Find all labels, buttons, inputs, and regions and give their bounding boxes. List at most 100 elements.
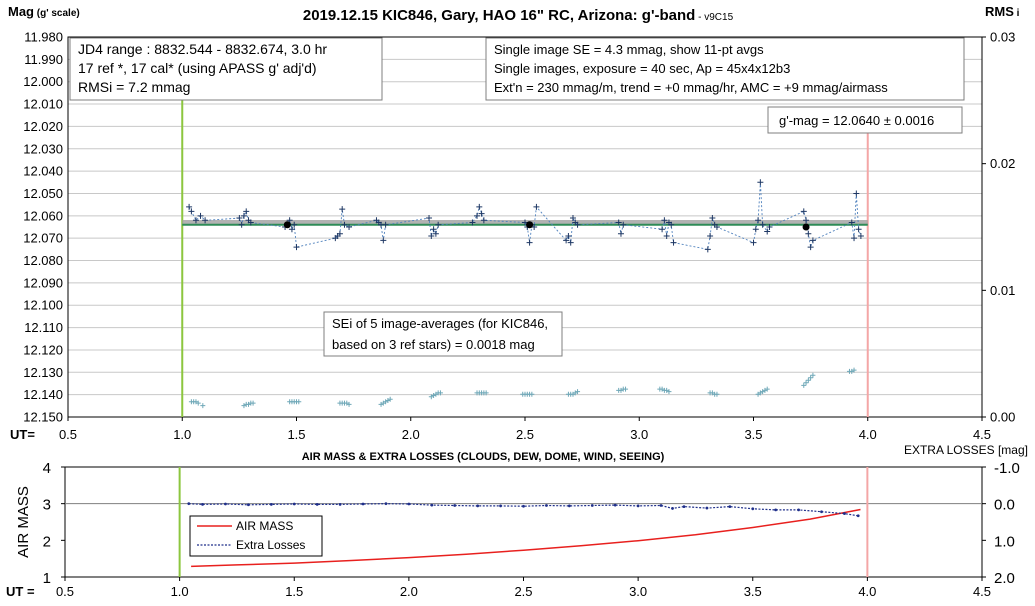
extra-losses-point [453, 504, 457, 507]
rms-point [437, 390, 443, 396]
annotation-gmag-frame [767, 106, 963, 134]
magnitude-point [663, 232, 670, 239]
extra-losses-point [613, 503, 617, 507]
magnitude-point [805, 230, 812, 237]
y-tick-label: 12.070 [23, 231, 63, 246]
magnitude-point [707, 232, 714, 239]
magnitude-point [469, 219, 476, 226]
airmass-series-line [191, 508, 861, 568]
magnitude-point [661, 217, 668, 224]
y2-tick-label: 0.01 [990, 283, 1015, 298]
annotation-image-info-line: Single image SE = 4.3 mmag, show 11-pt a… [494, 42, 764, 57]
magnitude-point [800, 208, 807, 215]
magnitude-point [186, 203, 193, 210]
magnitude-point [526, 239, 533, 246]
airmass-x-tick-label: 1.0 [171, 584, 189, 599]
magnitude-point [670, 239, 677, 246]
extra-losses-point [843, 512, 846, 515]
extra-losses-point [430, 503, 434, 507]
airmass-x-tick-label: 3.5 [744, 584, 762, 599]
airmass-y-tick-label: 2 [43, 533, 51, 550]
airmass-y-tick-label: 4 [43, 460, 51, 477]
rms-point [803, 380, 809, 386]
rms-point [250, 400, 256, 406]
rms-point [851, 367, 857, 373]
magnitude-point [803, 217, 810, 224]
annotation-run-info-line: RMSi = 7.2 mmag [78, 79, 190, 95]
airmass-x-tick-label: 4.0 [858, 584, 876, 599]
magnitude-point [236, 215, 243, 222]
y-tick-label: 12.130 [23, 365, 63, 380]
magnitude-point [339, 206, 346, 213]
magnitude-point [569, 215, 576, 222]
annotation-image-info: Single image SE = 4.3 mmag, show 11-pt a… [485, 37, 965, 101]
group-average-point [802, 223, 810, 231]
x-tick-label: 2.5 [516, 427, 534, 442]
magnitude-point [533, 203, 540, 210]
rms-point [666, 389, 672, 395]
rms-point [529, 391, 535, 397]
magnitude-point [293, 244, 300, 251]
airmass-x-axis-label: UT = [6, 584, 35, 599]
annotation-run-info-frame [69, 37, 383, 101]
extra-losses-point [751, 507, 755, 511]
extra-losses-point [820, 510, 823, 514]
extra-losses-point [201, 503, 204, 506]
group-average-point [283, 221, 291, 229]
magnitude-point [238, 221, 245, 228]
extra-losses-point [545, 504, 548, 507]
annotation-gmag-text: g'-mag = 12.0640 ± 0.0016 [779, 113, 934, 128]
losses-y-tick-label: 0.0 [994, 497, 1015, 514]
x-tick-label: 3.0 [630, 427, 648, 442]
magnitude-point [346, 224, 353, 230]
magnitude-point [848, 219, 855, 226]
extra-losses-point [728, 505, 732, 508]
y-tick-label: 12.090 [23, 275, 63, 290]
magnitude-point [750, 239, 757, 246]
extra-losses-point [384, 502, 388, 506]
magnitude-point [853, 190, 860, 197]
extra-losses-point [247, 503, 250, 507]
magnitude-point [336, 230, 343, 237]
annotation-sei-frame [323, 311, 563, 357]
group-average-point [526, 221, 534, 229]
extra-losses-point [636, 504, 640, 508]
annotation-run-info: JD4 range : 8832.544 - 8832.674, 3.0 hr 1… [69, 37, 383, 101]
magnitude-point [764, 228, 771, 235]
magnitude-point [620, 221, 627, 228]
extra-losses-point [361, 502, 365, 506]
rms-point [387, 396, 393, 402]
extra-losses-point [659, 504, 663, 507]
extra-losses-point [269, 503, 273, 506]
extra-losses-point [338, 503, 342, 506]
y-tick-label: 12.010 [23, 97, 63, 112]
magnitude-point [247, 219, 254, 226]
x-axis-label: UT= [10, 427, 35, 442]
y-tick-label: 12.000 [23, 74, 63, 89]
losses-axis-title: EXTRA LOSSES [mag] [904, 443, 1028, 457]
magnitude-point [478, 210, 485, 217]
magnitude-point [617, 230, 624, 237]
rms-point [346, 401, 352, 407]
magnitude-point [202, 217, 209, 224]
magnitude-point [382, 221, 389, 228]
legend-airmass-label: AIR MASS [236, 519, 293, 533]
chart-title: 2019.12.15 KIC846, Gary, HAO 16" RC, Ari… [303, 7, 734, 24]
y-tick-label: 11.990 [24, 52, 63, 67]
magnitude-point [851, 235, 858, 242]
y-tick-label: 12.120 [23, 342, 63, 357]
x-tick-label: 4.5 [973, 427, 991, 442]
y-axis-title: Mag (g' scale) [8, 4, 80, 19]
extra-losses-point [671, 507, 674, 510]
y2-tick-label: 0.02 [990, 156, 1015, 171]
y-tick-label: 11.980 [24, 30, 63, 45]
airmass-x-tick-label: 4.5 [973, 584, 991, 599]
extra-losses-point [476, 504, 480, 508]
x-tick-label: 2.0 [402, 427, 420, 442]
rms-point [200, 403, 206, 409]
y2-tick-label: 0.03 [990, 30, 1015, 45]
magnitude-point [567, 239, 574, 246]
annotation-image-info-line: Single images, exposure = 40 sec, Ap = 4… [494, 61, 790, 76]
airmass-x-tick-label: 1.5 [285, 584, 303, 599]
rms-point [195, 400, 201, 406]
